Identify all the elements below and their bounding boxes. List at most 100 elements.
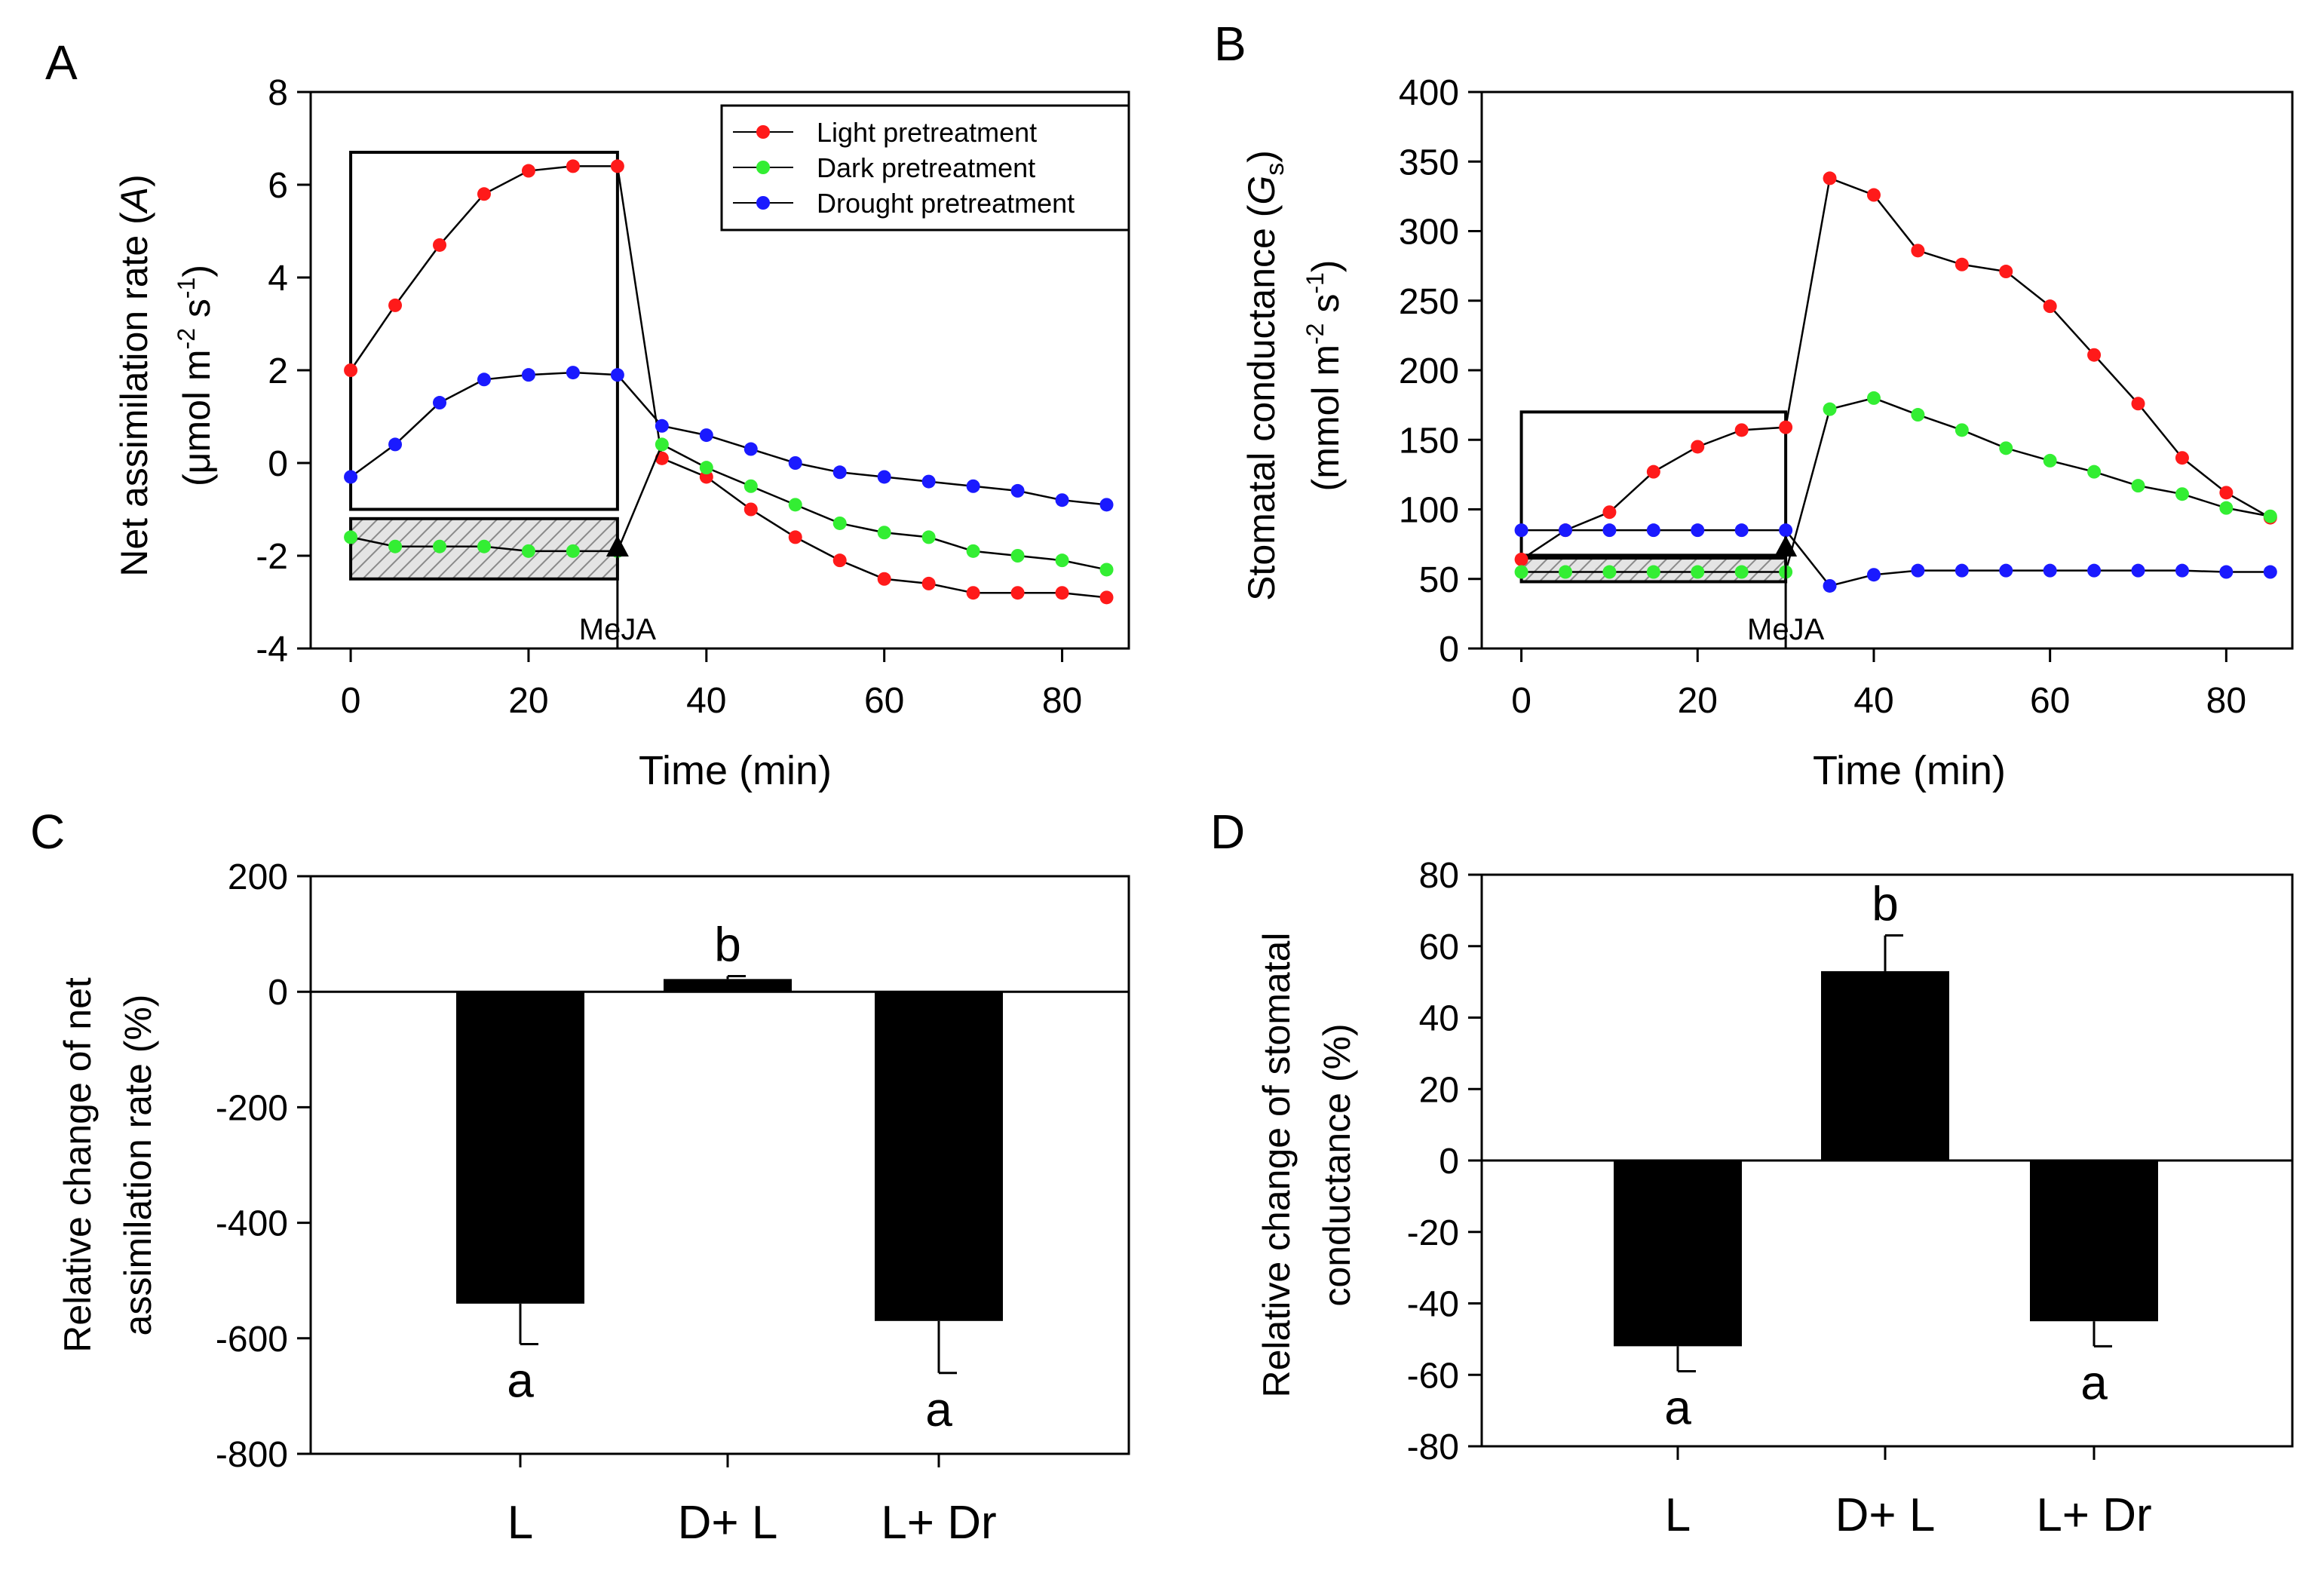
panel-label-b: B (1214, 17, 1246, 71)
panel-b-point-drought (1691, 523, 1705, 538)
panel-b-point-drought (1911, 563, 1925, 578)
panel-b-line-dark (1521, 397, 2271, 573)
panel-b-xtick-label: 0 (1511, 681, 1531, 721)
panel-label-a: A (45, 35, 78, 90)
panel-b-point-drought (1779, 523, 1793, 538)
panel-a-point-light (610, 159, 624, 173)
panel-a-xlabel: Time (min) (639, 748, 832, 793)
panel-d-ytick-label: 0 (1439, 1142, 1459, 1182)
panel-a-point-light (877, 572, 891, 586)
panel-a-point-dark (699, 461, 713, 475)
panel-b-point-drought (2087, 563, 2102, 578)
panel-c-ylabel-line1: Relative change of net (57, 977, 99, 1353)
panel-d-ylabel-line2: conductance (%) (1316, 1023, 1358, 1306)
panel-label-c: C (30, 805, 65, 859)
panel-c-ytick-label: 200 (228, 857, 288, 897)
panel-a-point-drought (788, 456, 802, 470)
panel-a-point-drought (699, 428, 713, 443)
panel-a-point-light (433, 238, 447, 252)
panel-b-point-drought (1734, 523, 1749, 538)
panel-a-point-dark (788, 498, 802, 512)
panel-b-point-drought (1514, 523, 1528, 538)
panel-c-category-label: D+ L (678, 1497, 778, 1549)
panel-a-xtick-label: 60 (864, 681, 904, 721)
panel-a-point-dark (877, 526, 891, 540)
panel-c-ylabel-line2: assimilation rate (%) (117, 995, 159, 1336)
panel-b-point-light (1823, 171, 1837, 185)
panel-c-ytick-label: -200 (216, 1088, 288, 1128)
panel-d-significance-letter: a (1664, 1381, 1691, 1435)
panel-a-point-light (699, 470, 713, 484)
panel-a-point-drought (877, 470, 891, 484)
panel-a-xtick-label: 0 (341, 681, 361, 721)
panel-b-point-dark (2219, 501, 2234, 515)
panel-b-point-light (1866, 188, 1881, 202)
panel-d-ylabel-line1: Relative change of stomatal (1256, 932, 1298, 1397)
panel-a-point-light (832, 553, 847, 568)
panel-a-point-dark (521, 544, 535, 558)
panel-a-point-drought (921, 474, 936, 489)
panel-b-point-dark (1514, 565, 1528, 579)
panel-a-ytick-label: -2 (256, 537, 288, 577)
panel-b-point-light (1911, 244, 1925, 258)
panel-a-meja-label: MeJA (579, 613, 657, 646)
panel-a-point-light (788, 530, 802, 544)
panel-c-significance-letter: a (925, 1382, 952, 1436)
legend-label-light: Light pretreatment (817, 117, 1037, 148)
panel-b-point-drought (1823, 578, 1837, 593)
panel-b-point-drought (2131, 563, 2145, 578)
panel-a-point-drought (344, 470, 358, 484)
panel-b-ytick-label: 400 (1399, 73, 1459, 113)
panel-a-point-drought (566, 366, 580, 380)
legend-marker-drought (756, 196, 770, 210)
panel-b-meja-arrow (1774, 535, 1798, 556)
panel-a-ytick-label: -4 (256, 630, 288, 670)
panel-a-point-light (388, 298, 403, 312)
panel-a-ytick-label: 4 (268, 259, 288, 299)
legend-marker-light (756, 125, 770, 139)
panel-b-ylabel: Stomatal conductance (Gs) (1240, 150, 1289, 601)
panel-b-point-light (1691, 440, 1705, 454)
panel-b-xtick-label: 80 (2206, 681, 2246, 721)
panel-b-point-drought (1559, 523, 1573, 538)
panel-b-point-light (1514, 552, 1528, 566)
panel-b-point-light (2087, 348, 2102, 362)
panel-a-point-drought (1099, 498, 1114, 512)
panel-a-line-dark (350, 443, 1107, 571)
panel-b-point-drought (2175, 563, 2189, 578)
panel-a-point-drought (832, 465, 847, 480)
panel-b-xtick-label: 60 (2030, 681, 2070, 721)
panel-b-point-dark (1866, 391, 1881, 405)
panel-a-point-dark (832, 516, 847, 530)
panel-b-ytick-label: 50 (1419, 560, 1459, 600)
panel-b-point-dark (1955, 423, 1969, 437)
panel-c-bar (664, 979, 792, 992)
panel-b-point-light (1734, 423, 1749, 437)
panel-a-point-drought (610, 368, 624, 382)
panel-b-point-dark (2175, 487, 2189, 501)
panel-a-meja-arrow (606, 535, 629, 556)
panel-b-point-dark (1602, 565, 1617, 579)
panel-d-ytick-label: -40 (1407, 1285, 1459, 1325)
panel-b-point-drought (1646, 523, 1660, 538)
panel-b-ytick-label: 0 (1439, 630, 1459, 670)
panel-b-point-drought (1866, 568, 1881, 582)
panel-a-point-dark (1099, 563, 1114, 577)
panel-d-category-label: L (1665, 1489, 1691, 1541)
panel-b-point-dark (1734, 565, 1749, 579)
panel-b-point-drought (2263, 565, 2277, 579)
panel-b-stomatal-conductance-chart: 0 50 100 150 200 250 300 350 400 0 20 40 60 80 MeJA (1399, 73, 2294, 721)
panel-d-bar (1614, 1160, 1742, 1347)
panel-d-category-label: D+ L (1835, 1489, 1936, 1541)
panel-a-xtick-label: 20 (508, 681, 548, 721)
legend-entry-drought: Drought pretreatment (733, 188, 1075, 219)
panel-a-point-light (966, 586, 980, 600)
panel-a-xtick-label: 80 (1042, 681, 1082, 721)
panel-c-category-label: L+ Dr (881, 1497, 996, 1549)
panel-b-point-dark (1691, 565, 1705, 579)
panel-a-point-drought (966, 479, 980, 493)
panel-c-significance-letter: a (507, 1353, 534, 1407)
panel-a-ytick-label: 6 (268, 166, 288, 206)
panel-c-ytick-label: -600 (216, 1320, 288, 1360)
panel-a-point-light (477, 187, 491, 201)
